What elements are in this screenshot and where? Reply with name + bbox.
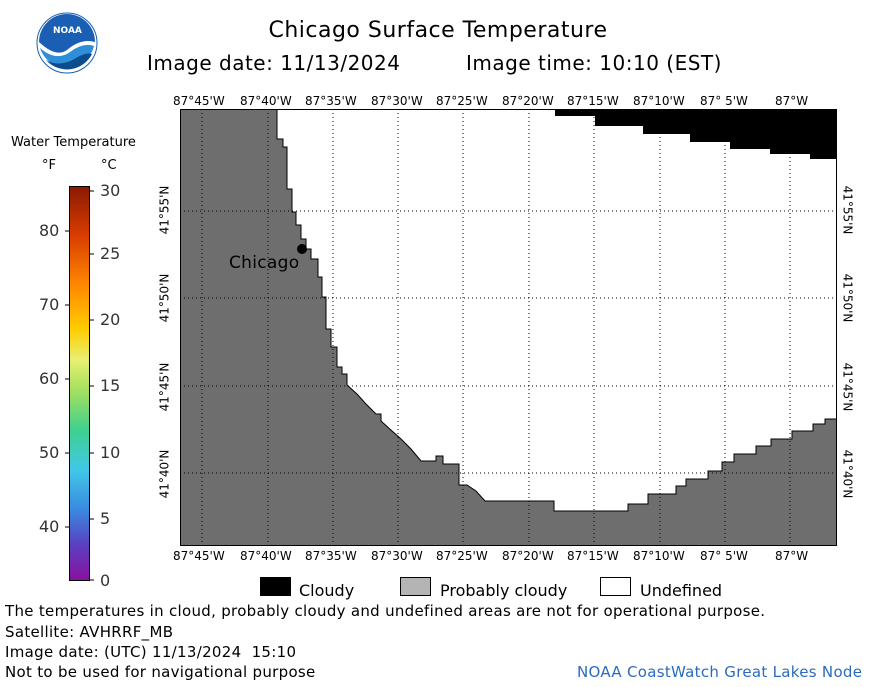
legend-cloudy-swatch xyxy=(260,577,291,596)
lat-label-right-1: 41°50'N xyxy=(840,273,855,323)
chicago-marker-icon xyxy=(297,244,307,254)
map-cloudy-area xyxy=(555,109,837,159)
map-grid xyxy=(180,109,837,546)
noaa-logo: NOAA xyxy=(36,12,98,74)
lon-label-bottom-1: 87°40'W xyxy=(240,549,292,563)
colorbar-c-tick-10: 10 xyxy=(100,443,121,462)
colorbar-gradient xyxy=(69,186,90,581)
image-date: Image date: 11/13/2024 xyxy=(147,51,401,75)
lat-label-left-2: 41°45'N xyxy=(157,362,172,412)
lat-label-right-3: 41°40'N xyxy=(840,449,855,499)
noaa-logo-text: NOAA xyxy=(53,26,82,36)
colorbar-c-tick-15: 15 xyxy=(100,376,121,395)
credit-text: NOAA CoastWatch Great Lakes Node xyxy=(577,663,863,681)
noaa-logo-icon xyxy=(36,12,98,74)
colorbar-unit-f: °F xyxy=(42,158,56,173)
lat-label-left-3: 41°40'N xyxy=(157,449,172,499)
disclaimer-text: The temperatures in cloud, probably clou… xyxy=(5,602,766,620)
lon-label-top-6: 87°15'W xyxy=(567,94,619,108)
legend-probably-cloudy-label: Probably cloudy xyxy=(440,581,568,600)
colorbar-f-tick-50: 50 xyxy=(39,443,60,462)
lon-label-bottom-6: 87°15'W xyxy=(567,549,619,563)
image-time: Image time: 10:10 (EST) xyxy=(466,51,722,75)
lon-label-top-2: 87°35'W xyxy=(305,94,357,108)
lon-label-top-0: 87°45'W xyxy=(173,94,225,108)
lat-label-right-0: 41°55'N xyxy=(840,185,855,235)
satellite-text: Satellite: AVHRRF_MB xyxy=(5,623,174,641)
legend-undefined-swatch xyxy=(600,577,631,596)
lon-label-top-1: 87°40'W xyxy=(240,94,292,108)
legend-probably-cloudy-swatch xyxy=(400,577,431,596)
colorbar-title: Water Temperature xyxy=(11,135,136,150)
lon-label-bottom-4: 87°25'W xyxy=(436,549,488,563)
map-canvas xyxy=(180,109,837,546)
lon-label-top-4: 87°25'W xyxy=(436,94,488,108)
colorbar-f-tick-70: 70 xyxy=(39,295,60,314)
city-label-chicago: Chicago xyxy=(229,253,300,273)
lon-label-bottom-8: 87° 5'W xyxy=(700,549,748,563)
colorbar-c-tick-20: 20 xyxy=(100,310,121,329)
lat-label-right-2: 41°45'N xyxy=(840,362,855,412)
lon-label-bottom-7: 87°10'W xyxy=(633,549,685,563)
lat-label-left-1: 41°50'N xyxy=(157,273,172,323)
lon-label-top-3: 87°30'W xyxy=(371,94,423,108)
lon-label-bottom-9: 87°W xyxy=(775,549,809,563)
legend-cloudy-label: Cloudy xyxy=(299,581,355,600)
map-land xyxy=(180,109,837,546)
colorbar-f-tick-40: 40 xyxy=(39,517,60,536)
colorbar-c-tick-0: 0 xyxy=(100,571,111,590)
lon-label-bottom-2: 87°35'W xyxy=(305,549,357,563)
lon-label-bottom-0: 87°45'W xyxy=(173,549,225,563)
legend-undefined-label: Undefined xyxy=(640,581,723,600)
colorbar-c-tick-5: 5 xyxy=(100,509,111,528)
page-title: Chicago Surface Temperature xyxy=(268,18,608,43)
lat-label-left-0: 41°55'N xyxy=(157,185,172,235)
lon-label-bottom-5: 87°20'W xyxy=(502,549,554,563)
lon-label-bottom-3: 87°30'W xyxy=(371,549,423,563)
colorbar-c-tick-30: 30 xyxy=(100,181,121,200)
map-frame xyxy=(180,109,837,546)
colorbar-ticks xyxy=(65,190,94,581)
lon-label-top-7: 87°10'W xyxy=(633,94,685,108)
nav-warning-text: Not to be used for navigational purpose xyxy=(5,663,316,681)
colorbar-f-tick-80: 80 xyxy=(39,221,60,240)
lon-label-top-8: 87° 5'W xyxy=(700,94,748,108)
colorbar-c-tick-25: 25 xyxy=(100,244,121,263)
colorbar-unit-c: °C xyxy=(101,158,117,173)
lon-label-top-5: 87°20'W xyxy=(502,94,554,108)
lon-label-top-9: 87°W xyxy=(775,94,809,108)
colorbar-f-tick-60: 60 xyxy=(39,369,60,388)
utc-date-text: Image date: (UTC) 11/13/2024 15:10 xyxy=(5,643,297,661)
